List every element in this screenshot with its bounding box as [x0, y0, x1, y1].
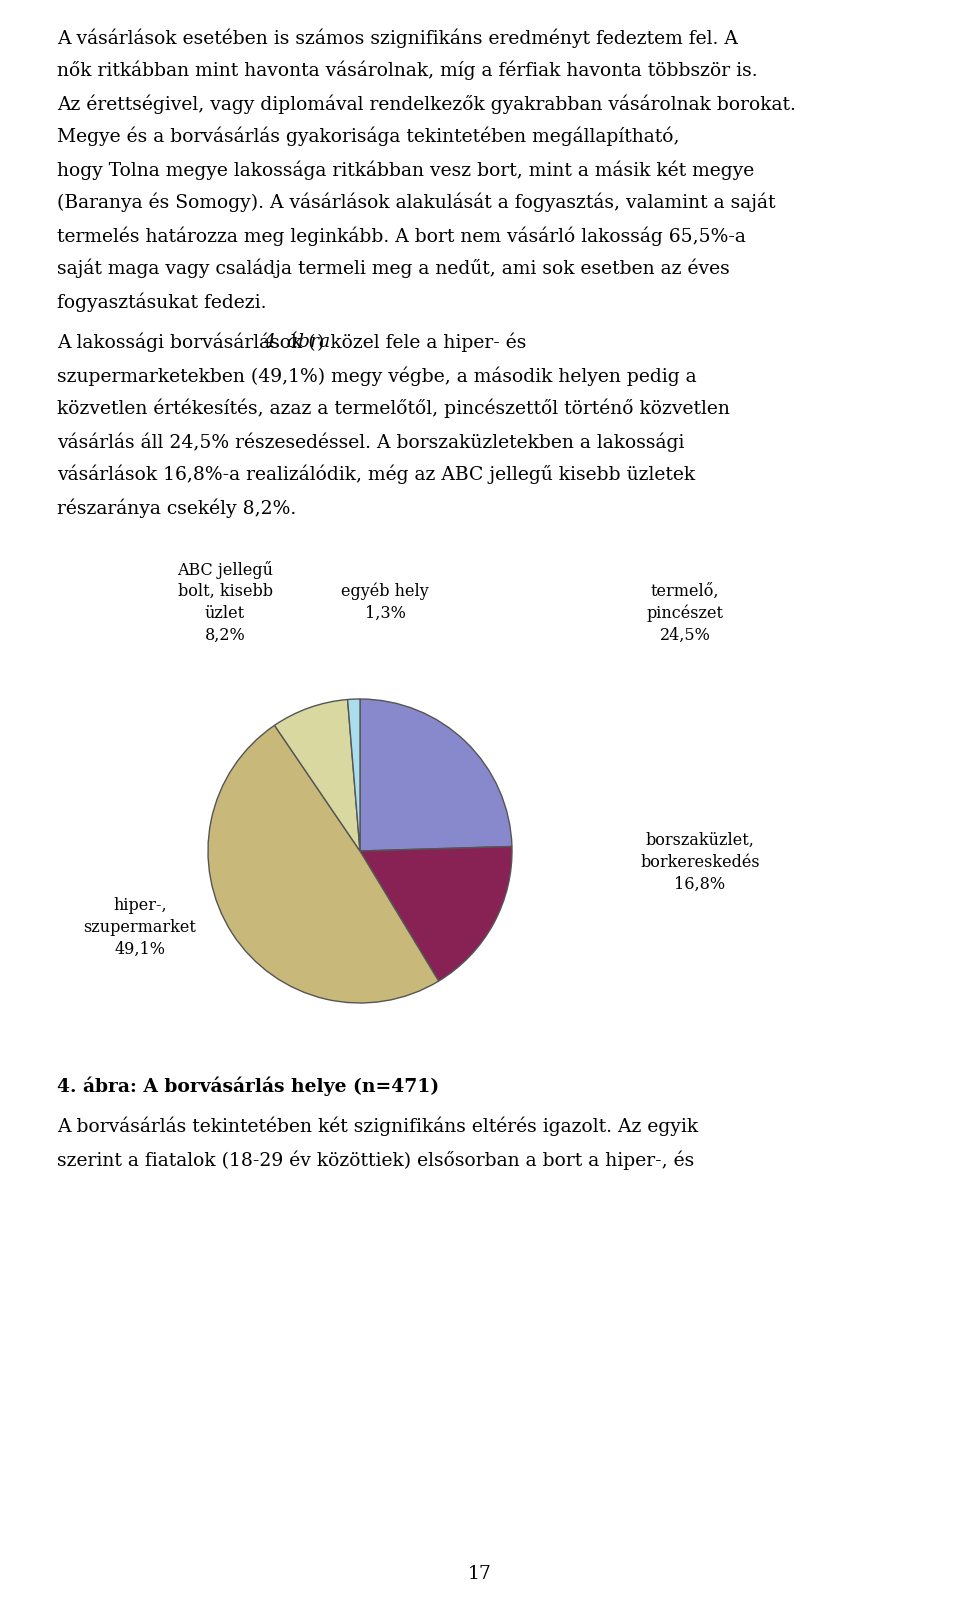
- Text: termelő,: termelő,: [651, 582, 719, 600]
- Text: 4. ábra: A borvásárlás helye (n=471): 4. ábra: A borvásárlás helye (n=471): [57, 1075, 439, 1096]
- Text: vásárlások 16,8%-a realizálódik, még az ABC jellegű kisebb üzletek: vásárlások 16,8%-a realizálódik, még az …: [57, 466, 695, 485]
- Text: A lakossági borvásárlások (: A lakossági borvásárlások (: [57, 333, 316, 352]
- Text: saját maga vagy családja termeli meg a nedűt, ami sok esetben az éves: saját maga vagy családja termeli meg a n…: [57, 259, 730, 278]
- Text: bolt, kisebb: bolt, kisebb: [178, 582, 273, 600]
- Text: szerint a fiatalok (18-29 év közöttiek) elsősorban a bort a hiper-, és: szerint a fiatalok (18-29 év közöttiek) …: [57, 1150, 694, 1170]
- Text: részaránya csekély 8,2%.: részaránya csekély 8,2%.: [57, 498, 297, 517]
- Text: termelés határozza meg leginkább. A bort nem vásárló lakosság 65,5%-a: termelés határozza meg leginkább. A bort…: [57, 226, 746, 245]
- Text: szupermarketekben (49,1%) megy végbe, a második helyen pedig a: szupermarketekben (49,1%) megy végbe, a …: [57, 366, 697, 386]
- Wedge shape: [360, 846, 512, 981]
- Text: fogyasztásukat fedezi.: fogyasztásukat fedezi.: [57, 291, 267, 312]
- Text: vásárlás áll 24,5% részesedéssel. A borszaküzletekben a lakossági: vásárlás áll 24,5% részesedéssel. A bors…: [57, 432, 684, 451]
- Wedge shape: [348, 699, 360, 851]
- Text: A borvásárlás tekintetében két szignifikáns eltérés igazolt. Az egyik: A borvásárlás tekintetében két szignifik…: [57, 1117, 698, 1136]
- Text: (Baranya és Somogy). A vásárlások alakulását a fogyasztás, valamint a saját: (Baranya és Somogy). A vásárlások alakul…: [57, 194, 776, 213]
- Text: 17: 17: [468, 1565, 492, 1582]
- Text: 24,5%: 24,5%: [660, 627, 710, 643]
- Wedge shape: [275, 699, 360, 851]
- Text: Az érettségivel, vagy diplomával rendelkezők gyakrabban vásárolnak borokat.: Az érettségivel, vagy diplomával rendelk…: [57, 94, 796, 114]
- Text: borkereskedés: borkereskedés: [640, 854, 759, 870]
- Wedge shape: [208, 725, 439, 1003]
- Text: A vásárlások esetében is számos szignifikáns eredményt fedeztem fel. A: A vásárlások esetében is számos szignifi…: [57, 27, 738, 48]
- Text: 1,3%: 1,3%: [365, 605, 405, 622]
- Text: nők ritkábban mint havonta vásárolnak, míg a férfiak havonta többször is.: nők ritkábban mint havonta vásárolnak, m…: [57, 61, 757, 80]
- Wedge shape: [360, 699, 512, 851]
- Text: hiper-,: hiper-,: [113, 896, 167, 914]
- Text: 4. ábra: 4. ábra: [264, 333, 330, 350]
- Text: 16,8%: 16,8%: [675, 877, 726, 893]
- Text: borszaküzlet,: borszaküzlet,: [645, 832, 755, 850]
- Text: 49,1%: 49,1%: [114, 941, 165, 957]
- Text: ) közel fele a hiper- és: ) közel fele a hiper- és: [317, 333, 526, 352]
- Text: egyéb hely: egyéb hely: [341, 582, 429, 600]
- Text: pincészet: pincészet: [646, 605, 724, 622]
- Text: szupermarket: szupermarket: [84, 918, 197, 936]
- Text: hogy Tolna megye lakossága ritkábban vesz bort, mint a másik két megye: hogy Tolna megye lakossága ritkábban ves…: [57, 160, 755, 179]
- Text: 8,2%: 8,2%: [204, 627, 246, 643]
- Text: ABC jellegű: ABC jellegű: [177, 562, 273, 579]
- Text: Megye és a borvásárlás gyakorisága tekintetében megállapítható,: Megye és a borvásárlás gyakorisága tekin…: [57, 126, 680, 147]
- Text: üzlet: üzlet: [204, 605, 245, 622]
- Text: közvetlen értékesítés, azaz a termelőtől, pincészettől történő közvetlen: közvetlen értékesítés, azaz a termelőtől…: [57, 398, 730, 419]
